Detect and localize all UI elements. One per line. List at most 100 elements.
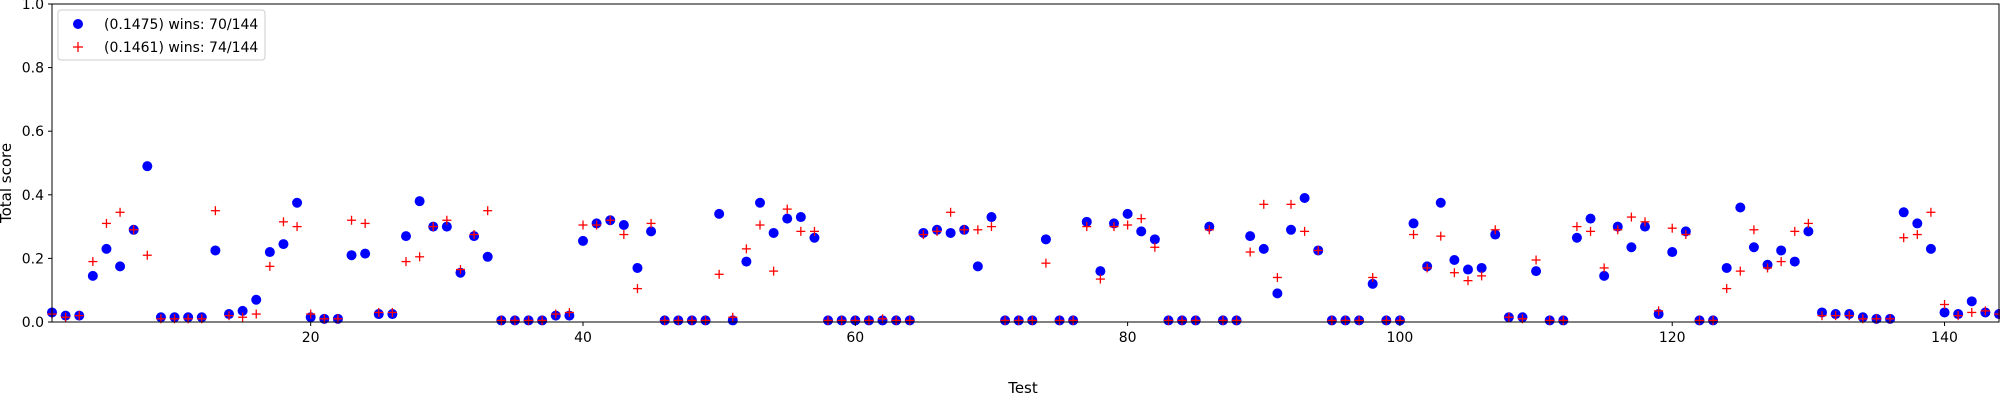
point-series-1 bbox=[578, 235, 588, 246]
point-series-2 bbox=[1422, 263, 1432, 273]
point-series-2 bbox=[891, 315, 901, 325]
point-series-2 bbox=[1327, 315, 1337, 325]
point-series-2 bbox=[1490, 225, 1500, 235]
point-series-2 bbox=[210, 206, 220, 216]
point-series-2 bbox=[1150, 242, 1160, 252]
point-series-1 bbox=[1803, 226, 1814, 237]
point-series-2 bbox=[959, 225, 969, 235]
point-series-2 bbox=[1558, 315, 1568, 325]
point-series-2 bbox=[1708, 315, 1718, 325]
point-series-2 bbox=[1640, 217, 1650, 227]
point-series-2 bbox=[415, 252, 425, 262]
point-series-2 bbox=[673, 315, 683, 325]
point-series-2 bbox=[1340, 315, 1350, 325]
point-series-2 bbox=[564, 307, 574, 317]
point-series-2 bbox=[551, 309, 561, 319]
point-series-1 bbox=[1626, 242, 1637, 253]
point-series-1 bbox=[1299, 192, 1310, 203]
point-series-1 bbox=[360, 248, 371, 259]
point-series-1 bbox=[795, 212, 806, 223]
point-series-1 bbox=[1272, 288, 1283, 299]
point-series-2 bbox=[1599, 263, 1609, 273]
point-series-2 bbox=[1204, 225, 1214, 235]
legend-box bbox=[57, 9, 266, 61]
point-series-2 bbox=[1313, 245, 1323, 255]
y-tick-label: 0.0 bbox=[22, 315, 44, 331]
point-series-2 bbox=[1191, 315, 1201, 325]
point-series-1 bbox=[646, 226, 657, 237]
point-series-1 bbox=[1966, 296, 1977, 307]
point-series-2 bbox=[1068, 315, 1078, 325]
point-series-2 bbox=[1817, 311, 1827, 321]
point-series-2 bbox=[278, 217, 288, 227]
legend: (0.1475) wins: 70/144 (0.1461) wins: 74/… bbox=[57, 9, 266, 61]
point-series-2 bbox=[1368, 272, 1378, 282]
point-series-2 bbox=[1953, 311, 1963, 321]
point-series-2 bbox=[1586, 226, 1596, 236]
point-series-1 bbox=[1408, 218, 1419, 229]
y-tick-label: 0.6 bbox=[22, 124, 44, 140]
point-series-2 bbox=[1763, 263, 1773, 273]
point-series-1 bbox=[292, 197, 303, 208]
point-series-1 bbox=[264, 247, 275, 258]
point-series-2 bbox=[864, 315, 874, 325]
point-series-2 bbox=[1803, 218, 1813, 228]
point-series-1 bbox=[1367, 278, 1378, 289]
point-series-1 bbox=[346, 250, 357, 261]
point-series-2 bbox=[1912, 230, 1922, 240]
point-series-1 bbox=[401, 231, 411, 242]
point-series-2 bbox=[115, 207, 125, 217]
point-series-2 bbox=[455, 265, 465, 275]
point-series-1 bbox=[972, 261, 983, 272]
point-series-2 bbox=[496, 315, 506, 325]
point-series-2 bbox=[88, 257, 98, 267]
point-series-2 bbox=[714, 269, 724, 279]
x-tick-label: 20 bbox=[302, 330, 320, 346]
point-series-2 bbox=[251, 309, 261, 319]
y-axis: 0.0 0.2 0.4 0.6 0.8 1.0 bbox=[22, 0, 52, 331]
point-series-2 bbox=[1613, 225, 1623, 235]
point-series-1 bbox=[1245, 231, 1256, 242]
point-series-2 bbox=[129, 225, 139, 235]
point-series-2 bbox=[728, 312, 738, 322]
point-series-2 bbox=[1477, 271, 1487, 281]
x-tick-label: 120 bbox=[1659, 330, 1686, 346]
point-series-2 bbox=[592, 220, 602, 230]
point-series-2 bbox=[510, 315, 520, 325]
y-tick-label: 1.0 bbox=[22, 0, 44, 13]
point-series-1 bbox=[986, 212, 997, 223]
point-series-2 bbox=[1123, 220, 1133, 230]
point-series-2 bbox=[238, 312, 248, 322]
point-series-2 bbox=[428, 222, 438, 232]
x-tick-label: 80 bbox=[1119, 330, 1137, 346]
point-series-1 bbox=[618, 220, 629, 231]
point-series-2 bbox=[306, 309, 316, 319]
point-series-2 bbox=[986, 222, 996, 232]
point-series-2 bbox=[1286, 199, 1296, 209]
point-series-2 bbox=[1463, 276, 1473, 286]
point-series-2 bbox=[1504, 312, 1514, 322]
point-series-2 bbox=[1967, 307, 1977, 317]
point-series-2 bbox=[918, 230, 928, 240]
y-tick-label: 0.8 bbox=[22, 61, 44, 77]
legend-marker-series-1 bbox=[73, 19, 83, 29]
point-series-1 bbox=[1449, 254, 1460, 265]
point-series-1 bbox=[768, 227, 779, 238]
plot-frame bbox=[51, 3, 2000, 323]
point-series-2 bbox=[387, 307, 397, 317]
point-series-2 bbox=[823, 315, 833, 325]
point-series-1 bbox=[1789, 256, 1800, 267]
point-series-2 bbox=[660, 315, 670, 325]
point-series-2 bbox=[1381, 315, 1391, 325]
point-series-1 bbox=[414, 196, 425, 207]
y-tick-label: 0.4 bbox=[22, 188, 44, 204]
point-series-1 bbox=[809, 232, 820, 243]
points-layer bbox=[47, 161, 2000, 326]
point-series-1 bbox=[101, 243, 112, 254]
point-series-2 bbox=[1109, 222, 1119, 232]
legend-marker-series-2 bbox=[73, 42, 83, 52]
point-series-1 bbox=[1040, 234, 1051, 245]
point-series-2 bbox=[1735, 266, 1745, 276]
point-series-2 bbox=[1272, 272, 1282, 282]
point-series-2 bbox=[1041, 258, 1051, 268]
